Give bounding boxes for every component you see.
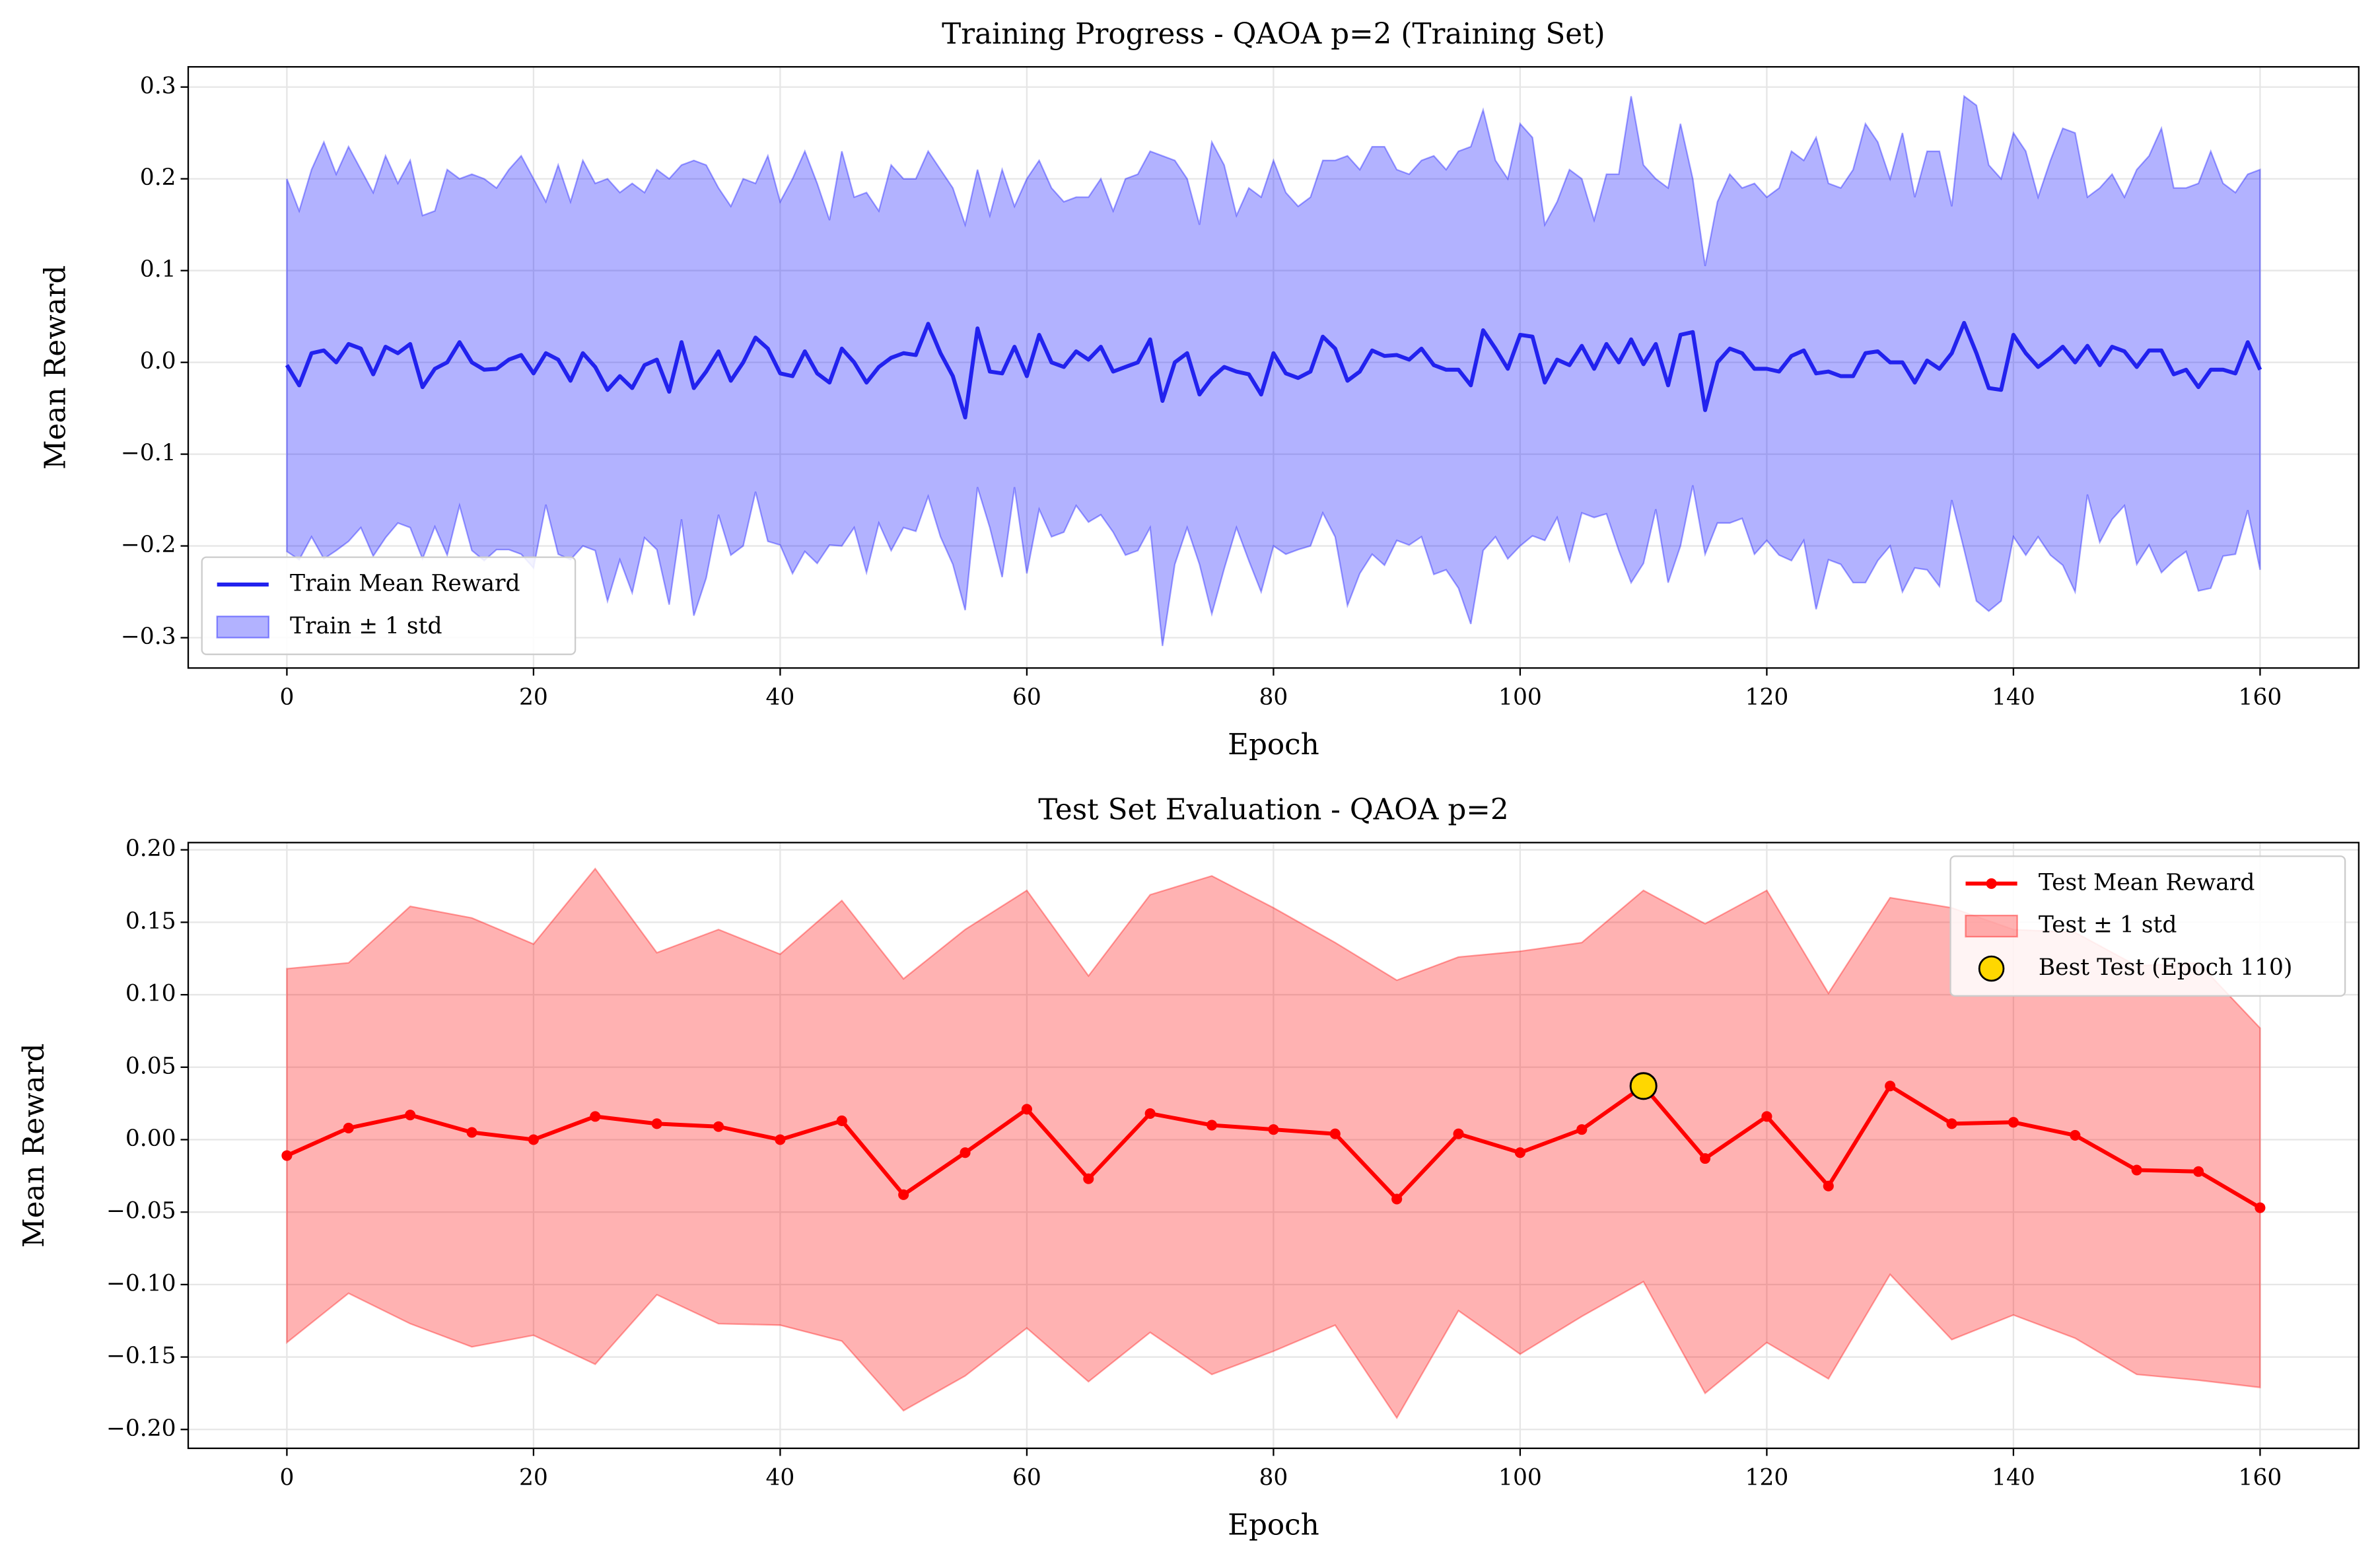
point bbox=[590, 1111, 601, 1122]
y-tick-label: 0.1 bbox=[140, 256, 176, 283]
point bbox=[1329, 1128, 1341, 1139]
x-tick-label: 100 bbox=[1498, 1464, 1542, 1491]
y-tick-label: 0.10 bbox=[125, 981, 176, 1007]
legend-label: Test ± 1 std bbox=[2039, 912, 2177, 939]
y-tick-label: 0.05 bbox=[125, 1053, 176, 1079]
mean-line bbox=[285, 320, 2262, 420]
point bbox=[1083, 1173, 1094, 1184]
point bbox=[651, 1118, 662, 1129]
point bbox=[466, 1127, 477, 1138]
point bbox=[836, 1115, 847, 1127]
best-point bbox=[1629, 1072, 1658, 1100]
x-tick-label: 120 bbox=[1745, 1464, 1789, 1491]
x-tick-label: 20 bbox=[519, 684, 548, 711]
point bbox=[1206, 1120, 1218, 1131]
point bbox=[1391, 1193, 1403, 1205]
x-tick-label: 120 bbox=[1745, 684, 1789, 711]
y-tick-label: 0.20 bbox=[125, 836, 176, 862]
x-tick-label: 140 bbox=[1992, 684, 2035, 711]
x-tick-label: 160 bbox=[2239, 684, 2282, 711]
x-tick-label: 60 bbox=[1012, 684, 1041, 711]
point bbox=[1946, 1118, 1957, 1129]
point bbox=[1699, 1153, 1711, 1164]
x-tick-label: 140 bbox=[1992, 1464, 2035, 1491]
x-tick-label: 80 bbox=[1259, 684, 1288, 711]
x-tick-label: 100 bbox=[1498, 684, 1542, 711]
point bbox=[713, 1121, 724, 1132]
x-tick-label: 20 bbox=[519, 1464, 548, 1491]
point bbox=[528, 1134, 539, 1145]
point bbox=[1453, 1128, 1464, 1139]
point bbox=[1761, 1111, 1772, 1122]
point bbox=[775, 1134, 786, 1145]
point bbox=[1144, 1108, 1156, 1120]
x-tick-label: 160 bbox=[2239, 1464, 2282, 1491]
std-band bbox=[286, 94, 2261, 647]
subplot: Training Progress - QAOA p=2 (Training S… bbox=[38, 17, 2360, 762]
legend: Train Mean Reward Train ± 1 std bbox=[201, 556, 577, 655]
x-axis-label: Epoch bbox=[1228, 728, 1319, 762]
x-tick-label: 40 bbox=[765, 684, 794, 711]
point bbox=[2131, 1164, 2142, 1176]
legend-label: Best Test (Epoch 110) bbox=[2039, 954, 2293, 981]
point bbox=[281, 1150, 293, 1161]
legend-swatch bbox=[216, 616, 269, 639]
legend-box bbox=[201, 556, 577, 655]
x-tick-label: 40 bbox=[765, 1464, 794, 1491]
point bbox=[898, 1189, 909, 1200]
y-tick-label: −0.20 bbox=[106, 1415, 176, 1442]
legend-swatch bbox=[1965, 914, 2018, 938]
y-axis-label: Mean Reward bbox=[17, 1044, 51, 1248]
y-tick-label: −0.2 bbox=[121, 532, 176, 558]
legend: Test Mean Reward Test ± 1 std Best Test (E… bbox=[1949, 855, 2346, 997]
point bbox=[2255, 1202, 2266, 1213]
point bbox=[1885, 1081, 1896, 1092]
point bbox=[2193, 1166, 2204, 1177]
point bbox=[405, 1110, 416, 1121]
legend-label: Train ± 1 std bbox=[290, 613, 442, 639]
y-tick-label: −0.1 bbox=[121, 440, 176, 466]
point bbox=[960, 1147, 971, 1158]
point bbox=[2070, 1129, 2081, 1141]
x-tick-label: 80 bbox=[1259, 1464, 1288, 1491]
y-axis-label: Mean Reward bbox=[38, 266, 72, 470]
legend-marker bbox=[1978, 955, 2005, 982]
y-tick-label: 0.00 bbox=[125, 1125, 176, 1152]
y-tick-label: −0.3 bbox=[121, 623, 176, 650]
y-tick-label: 0.15 bbox=[125, 908, 176, 935]
point bbox=[2008, 1117, 2019, 1128]
y-tick-label: 0.0 bbox=[140, 348, 176, 374]
legend-box bbox=[1949, 855, 2346, 997]
point bbox=[343, 1122, 354, 1133]
chart-title: Training Progress - QAOA p=2 (Training S… bbox=[942, 17, 1605, 51]
x-tick-label: 60 bbox=[1012, 1464, 1041, 1491]
point bbox=[1514, 1147, 1525, 1158]
x-axis-label: Epoch bbox=[1228, 1508, 1319, 1542]
chart-title: Test Set Evaluation - QAOA p=2 bbox=[1038, 793, 1508, 827]
legend-marker bbox=[1986, 878, 1997, 889]
y-tick-label: 0.3 bbox=[140, 73, 176, 99]
point bbox=[1576, 1124, 1588, 1135]
subplot: Test Set Evaluation - QAOA p=2 Epoch Mean … bbox=[17, 793, 2360, 1542]
y-tick-label: −0.10 bbox=[106, 1270, 176, 1297]
y-tick-label: −0.05 bbox=[106, 1198, 176, 1225]
plot-frame bbox=[187, 66, 2360, 669]
point bbox=[1823, 1180, 1834, 1192]
legend-label: Train Mean Reward bbox=[290, 570, 520, 596]
x-tick-label: 0 bbox=[279, 684, 294, 711]
x-tick-label: 0 bbox=[279, 1464, 294, 1491]
std-band bbox=[286, 867, 2261, 1419]
plot-frame bbox=[187, 841, 2360, 1449]
y-tick-label: −0.15 bbox=[106, 1343, 176, 1369]
point bbox=[1021, 1104, 1032, 1115]
legend-label: Test Mean Reward bbox=[2039, 869, 2255, 896]
point bbox=[1268, 1124, 1279, 1135]
y-tick-label: 0.2 bbox=[140, 164, 176, 191]
